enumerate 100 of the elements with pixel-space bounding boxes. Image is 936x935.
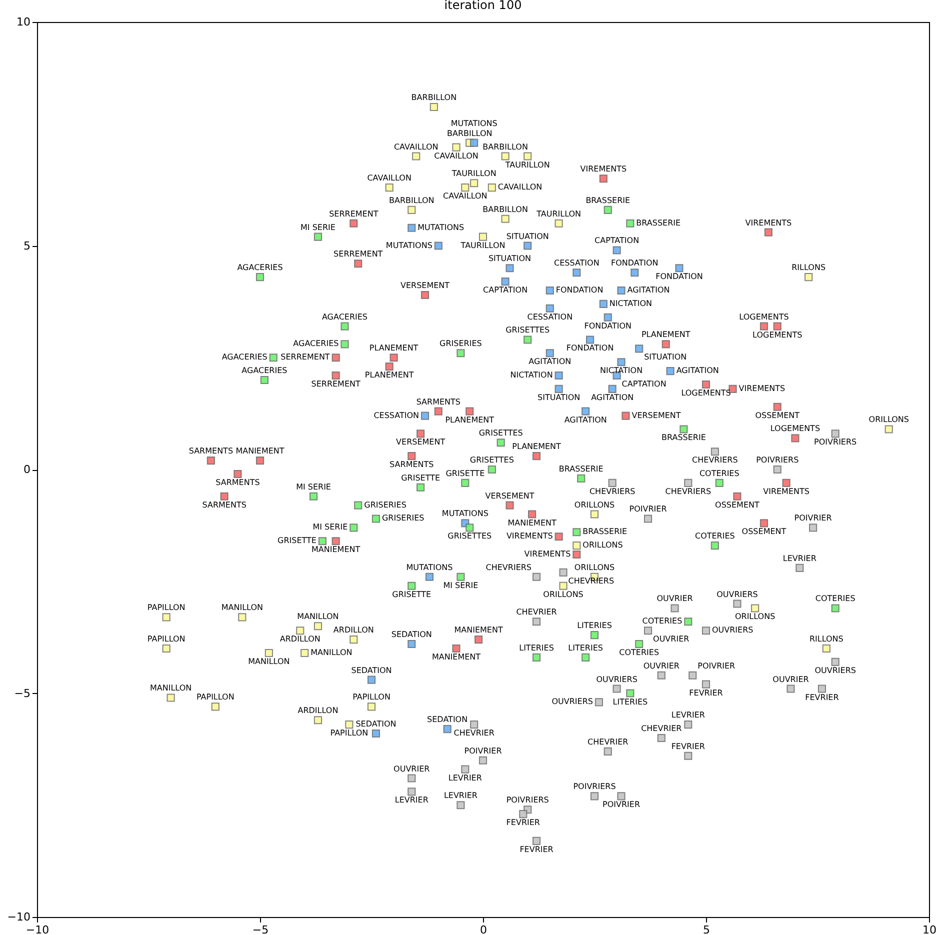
point <box>546 286 554 295</box>
point <box>524 242 532 250</box>
point <box>702 680 710 688</box>
data-label: CAPTATION <box>594 236 640 246</box>
point <box>470 720 478 729</box>
data-label: ARDILLON <box>298 706 338 716</box>
data-label: FONDATION <box>566 344 614 353</box>
data-label: VIREMENTS <box>745 218 792 228</box>
point <box>488 184 496 192</box>
point <box>412 152 420 160</box>
point <box>599 174 608 183</box>
data-label: GRISETTES <box>470 456 514 464</box>
point <box>332 371 340 380</box>
data-label: BRASSERIE <box>582 527 628 536</box>
data-label: GRISETTE <box>278 536 316 546</box>
y-tick-label: −10 <box>7 910 30 924</box>
data-label: RILLONS <box>809 634 844 644</box>
point <box>211 702 220 711</box>
point <box>657 671 666 680</box>
data-label: MI SERIE <box>312 522 348 532</box>
point <box>478 756 488 764</box>
point <box>461 184 470 192</box>
point <box>309 492 318 500</box>
data-label: CESSATION <box>374 410 420 420</box>
point <box>604 206 612 214</box>
x-tick-label: 10 <box>922 924 936 935</box>
data-label: PAPILLON <box>147 603 186 612</box>
point <box>488 465 496 474</box>
point <box>470 138 478 147</box>
point <box>554 384 563 393</box>
point <box>501 152 510 160</box>
data-label: CESSATION <box>554 258 600 268</box>
x-tick-label: 5 <box>703 924 710 935</box>
point <box>260 376 268 384</box>
point <box>408 206 416 214</box>
data-label: GRISETTE <box>446 468 485 478</box>
point <box>590 792 599 800</box>
data-label: LOGEMENTS <box>752 330 802 340</box>
point <box>408 640 416 648</box>
data-label: AGITATION <box>591 392 634 402</box>
data-label: MANIEMENT <box>236 446 284 456</box>
data-label: NICTATION <box>510 370 553 380</box>
data-label: CAPTATION <box>622 380 666 389</box>
point <box>594 698 603 706</box>
point <box>684 478 692 487</box>
point <box>612 246 621 254</box>
point <box>408 582 416 590</box>
data-label: GRISETTES <box>448 532 492 541</box>
point <box>166 694 175 702</box>
point <box>657 734 666 742</box>
data-label: OUVRIERS <box>712 626 754 635</box>
point <box>456 572 465 581</box>
data-label: OSSEMENT <box>755 410 800 420</box>
point <box>332 537 340 546</box>
data-label: SARMENTS <box>416 397 460 406</box>
point <box>269 354 278 362</box>
point <box>162 613 170 622</box>
data-label: FEVRIER <box>520 844 554 854</box>
data-label: LITERIES <box>577 621 612 630</box>
data-label: PAPILLON <box>352 692 390 702</box>
point <box>350 636 358 644</box>
point <box>577 474 586 482</box>
point <box>554 219 563 228</box>
point <box>546 304 554 312</box>
y-tick-label: −5 <box>14 686 30 700</box>
point <box>554 371 563 380</box>
point <box>340 322 349 330</box>
data-label: OUVRIER <box>643 661 680 670</box>
point <box>524 152 532 160</box>
data-label: COTERIES <box>815 594 856 604</box>
data-label: BRASSERIE <box>586 196 630 205</box>
data-label: FONDATION <box>656 272 703 282</box>
point <box>461 765 470 774</box>
data-label: ORILLONS <box>868 415 909 424</box>
point <box>478 232 488 241</box>
point <box>470 179 478 188</box>
data-label: FEVRIER <box>506 818 540 828</box>
point <box>554 532 563 541</box>
point <box>599 300 608 308</box>
point <box>626 689 634 698</box>
point <box>461 478 470 487</box>
data-label: CHEVRIERS <box>692 456 738 465</box>
data-label: MANIEMENT <box>432 652 481 662</box>
data-label: POIVRIERS <box>756 456 799 464</box>
data-label: SERREMENT <box>311 380 360 389</box>
data-label: SITUATION <box>506 232 549 241</box>
data-label: POIVRIER <box>464 746 502 756</box>
data-label: AGITATION <box>676 366 719 376</box>
data-label: TAURILLON <box>460 240 506 250</box>
data-label: CAVAILLON <box>443 192 488 201</box>
point <box>818 684 826 693</box>
data-label: BARBILLON <box>482 204 528 214</box>
data-label: AGACERIES <box>322 312 368 322</box>
point <box>644 514 652 523</box>
point <box>408 224 416 232</box>
point <box>528 510 536 518</box>
data-label: SEDATION <box>391 630 432 640</box>
point <box>617 792 626 800</box>
point <box>559 568 568 576</box>
point <box>702 626 710 635</box>
